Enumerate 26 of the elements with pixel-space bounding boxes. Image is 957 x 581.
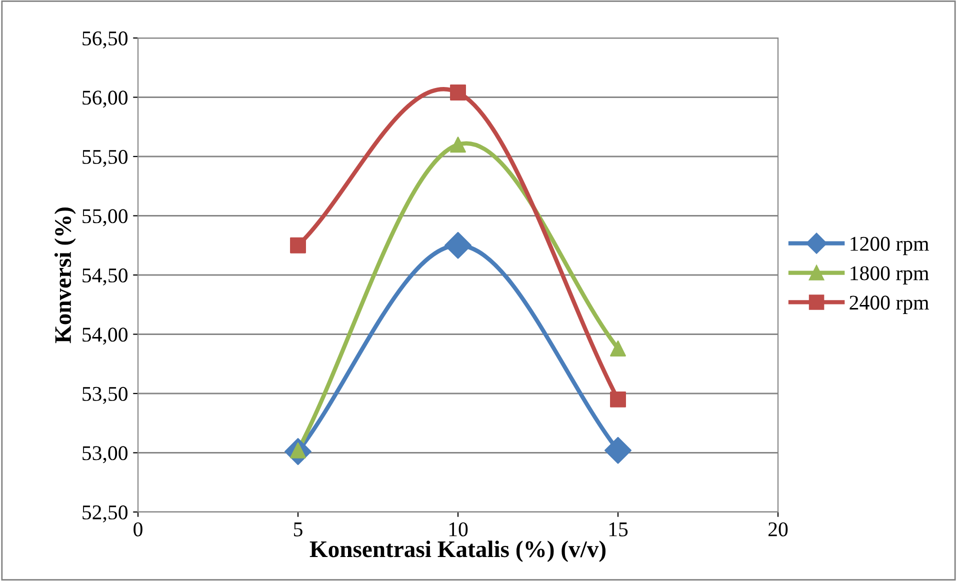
y-tick-label: 55,50 — [82, 150, 128, 167]
point — [450, 136, 466, 153]
y-tick-label: 53,50 — [82, 386, 128, 404]
point — [450, 84, 466, 100]
y-tick-label: 52,50 — [82, 505, 128, 522]
point — [610, 391, 626, 408]
legend-label: 1800 rpm — [850, 266, 929, 285]
y-tick-label: 55,00 — [82, 209, 128, 226]
x-tick-label: 0 — [134, 522, 142, 536]
y-tick-label: 54,00 — [82, 328, 128, 345]
legend-label: 2400 rpm — [850, 296, 929, 314]
point — [604, 436, 632, 464]
point — [290, 237, 306, 254]
y-tick-label: 53,00 — [82, 446, 128, 464]
point — [444, 232, 472, 259]
x-tick-label: 15 — [609, 522, 628, 536]
legend-label: 1200 rpm — [850, 236, 929, 256]
y-axis-title: Konversi (%) — [54, 208, 76, 344]
y-tick-label: 54,50 — [82, 268, 128, 286]
x-axis-title: Konsentrasi Katalis (%) (v/v) — [310, 540, 606, 562]
x-tick-label: 20 — [768, 522, 788, 536]
y-tick-label: 56,50 — [82, 31, 128, 48]
x-tick-label: 10 — [449, 522, 468, 536]
y-tick-label: 56,00 — [82, 90, 128, 108]
point — [610, 340, 626, 356]
x-tick-label: 5 — [294, 522, 302, 536]
